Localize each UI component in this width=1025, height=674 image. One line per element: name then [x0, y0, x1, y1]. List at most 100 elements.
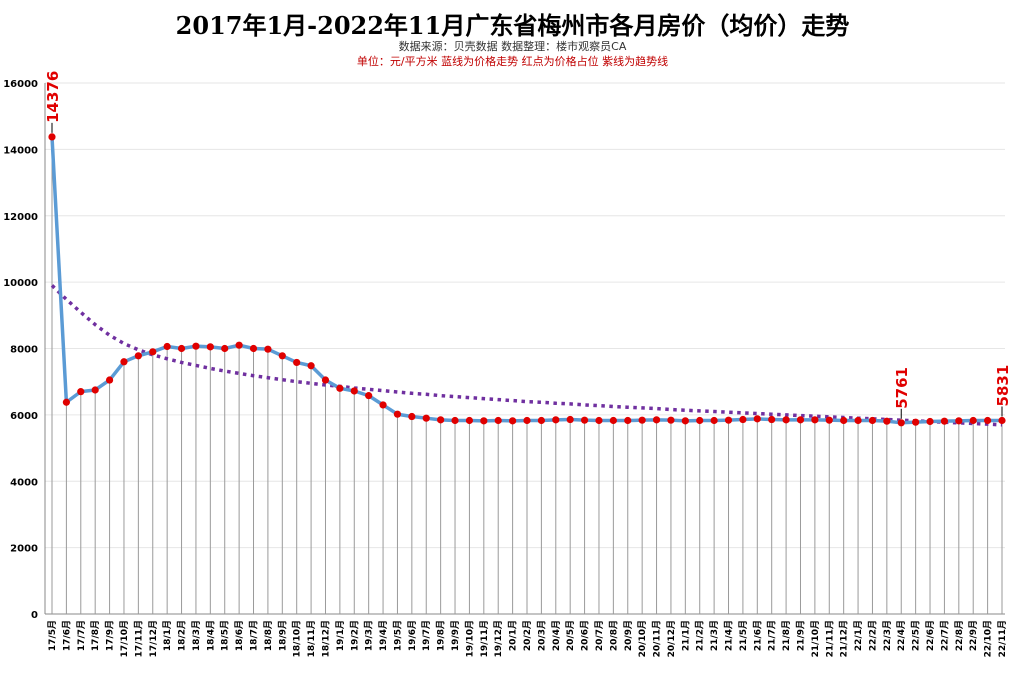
x-tick-label: 17/6月	[61, 620, 72, 651]
price-point	[134, 352, 142, 360]
price-point	[609, 416, 617, 425]
x-tick-label: 17/9月	[105, 620, 116, 651]
x-tick-label: 20/3月	[536, 620, 547, 651]
price-point	[307, 362, 315, 370]
price-point	[580, 416, 589, 424]
price-point	[984, 416, 992, 425]
price-point	[768, 415, 776, 424]
x-tick-label: 19/8月	[436, 620, 447, 651]
y-tick-label: 0	[31, 610, 38, 621]
price-point	[278, 352, 286, 360]
price-point	[724, 416, 733, 424]
price-point	[321, 376, 330, 384]
x-tick-label: 19/2月	[349, 620, 360, 651]
y-tick-label: 8000	[10, 345, 38, 356]
price-point	[422, 414, 430, 422]
x-tick-label: 19/5月	[392, 620, 403, 651]
price-line	[50, 136, 1003, 425]
x-tick-label: 17/12月	[148, 620, 159, 657]
x-tick-label: 20/8月	[608, 620, 619, 651]
price-point	[437, 416, 445, 424]
x-tick-label: 20/1月	[508, 620, 519, 651]
price-point	[249, 344, 258, 353]
price-point	[753, 415, 761, 423]
x-tick-label: 20/11月	[652, 620, 663, 657]
x-tick-label: 17/10月	[119, 620, 130, 657]
price-point	[509, 417, 517, 425]
x-tick-label: 21/8月	[781, 620, 792, 651]
price-point	[120, 358, 128, 366]
x-tick-label: 21/12月	[839, 620, 850, 657]
annotation-label: 5831	[994, 365, 1012, 407]
price-point	[465, 416, 474, 425]
y-tick-label: 10000	[3, 278, 38, 289]
price-point	[48, 133, 56, 141]
price-point	[77, 388, 85, 396]
price-point	[264, 345, 272, 353]
x-tick-label: 19/7月	[421, 620, 432, 651]
price-point	[868, 416, 877, 425]
annotation-label: 14376	[44, 71, 62, 123]
x-tick-label: 22/6月	[925, 620, 936, 651]
x-tick-label: 20/2月	[522, 620, 533, 651]
price-point	[494, 416, 502, 425]
y-tick-label: 6000	[10, 411, 38, 422]
price-point	[523, 416, 531, 425]
price-point	[537, 416, 545, 425]
x-tick-label: 18/10月	[292, 620, 303, 657]
y-tick-label: 2000	[10, 544, 38, 555]
x-tick-label: 18/1月	[162, 620, 173, 651]
price-point	[379, 401, 387, 409]
x-tick-label: 18/11月	[306, 620, 317, 657]
x-tick-label: 22/1月	[853, 620, 864, 651]
x-tick-label: 22/5月	[911, 620, 922, 651]
price-point	[177, 344, 186, 353]
price-point	[811, 416, 819, 424]
x-tick-label: 21/11月	[824, 620, 835, 657]
price-point	[293, 358, 301, 367]
price-point	[566, 415, 574, 424]
x-tick-label: 20/7月	[594, 620, 605, 651]
price-point	[681, 417, 689, 425]
x-tick-label: 19/6月	[407, 620, 418, 651]
x-tick-label: 21/7月	[767, 620, 778, 651]
price-point	[624, 416, 632, 425]
price-point	[739, 415, 747, 424]
y-tick-label: 12000	[3, 212, 38, 223]
x-tick-label: 20/4月	[551, 620, 562, 651]
x-tick-label: 17/7月	[76, 620, 87, 651]
chart-note: 单位：元/平方米 蓝线为价格走势 红点为价格占位 紫线为趋势线	[356, 55, 669, 68]
x-tick-label: 17/11月	[133, 620, 144, 657]
x-tick-label: 22/10月	[983, 620, 994, 657]
x-tick-label: 18/3月	[191, 620, 202, 651]
price-point	[552, 416, 560, 424]
x-tick-label: 18/4月	[205, 620, 216, 651]
y-tick-label: 14000	[3, 145, 38, 156]
y-tick-label: 4000	[10, 477, 38, 488]
price-point	[451, 416, 459, 425]
x-tick-label: 18/8月	[263, 620, 274, 651]
x-tick-label: 19/1月	[335, 620, 346, 651]
x-tick-label: 21/1月	[680, 620, 691, 651]
price-point	[336, 384, 344, 392]
price-point	[969, 416, 977, 425]
x-tick-label: 18/6月	[234, 620, 245, 651]
x-tick-label: 19/11月	[479, 620, 490, 657]
price-point	[854, 416, 862, 425]
price-point	[91, 386, 99, 394]
price-point	[221, 344, 229, 353]
price-point	[206, 343, 214, 351]
price-point	[149, 348, 157, 356]
price-point	[782, 416, 790, 424]
price-point	[912, 418, 920, 426]
price-point	[955, 417, 963, 425]
x-tick-label: 20/12月	[666, 620, 677, 657]
x-tick-label: 19/10月	[464, 620, 475, 657]
x-tick-label: 21/5月	[738, 620, 749, 651]
price-point	[365, 392, 373, 400]
x-tick-label: 20/5月	[565, 620, 576, 651]
x-tick-label: 19/4月	[378, 620, 389, 651]
price-point	[998, 416, 1006, 425]
